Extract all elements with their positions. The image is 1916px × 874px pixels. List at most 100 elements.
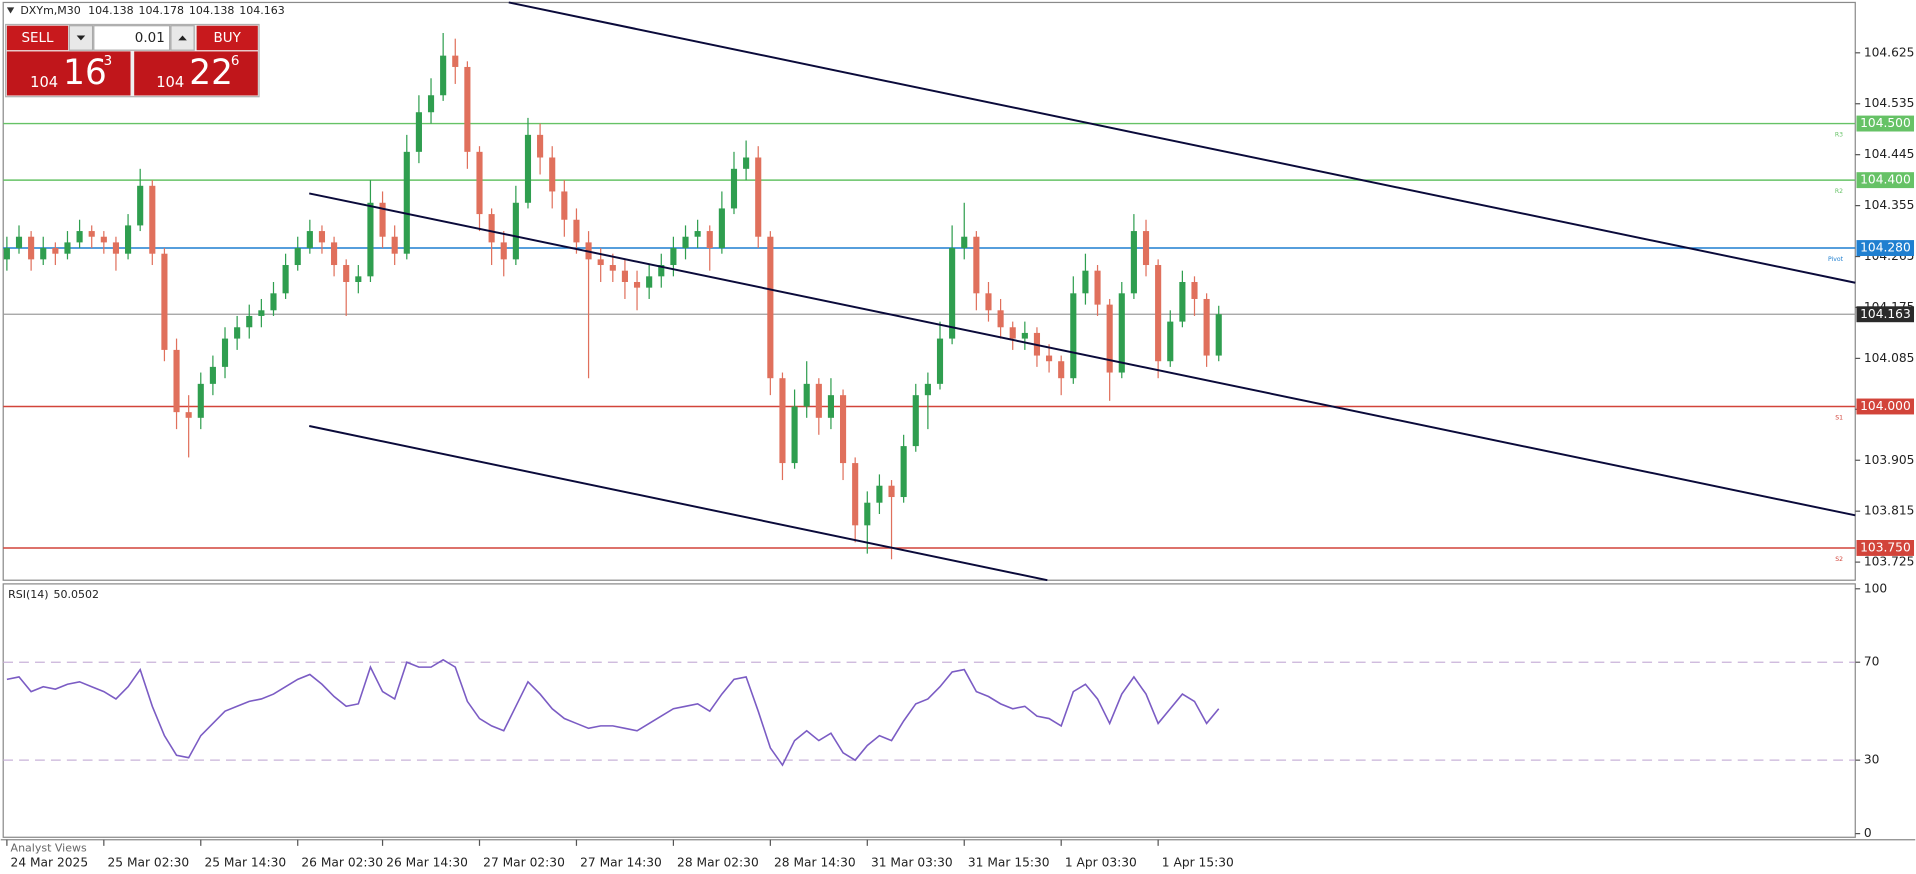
level-label: 104.280: [1860, 241, 1911, 255]
candle-body: [961, 236, 968, 249]
candle-body: [1070, 293, 1077, 379]
candle-body: [161, 253, 168, 350]
candle-body: [403, 151, 410, 254]
candle-body: [621, 270, 628, 282]
candle-body: [500, 242, 507, 260]
up-arrow: [178, 35, 187, 41]
rsi-value: 50.0502: [53, 588, 99, 601]
x-tick-label: 26 Mar 02:30: [301, 855, 383, 869]
candle-body: [609, 265, 616, 271]
candle-body: [318, 231, 326, 243]
candle-body: [658, 265, 665, 277]
channel-middle: [309, 192, 1856, 517]
candle-body: [1179, 281, 1186, 322]
candle-body: [1106, 304, 1113, 373]
candle-body: [791, 406, 798, 464]
candle-body: [173, 349, 180, 413]
candle-body: [15, 236, 23, 249]
candle-body: [464, 66, 471, 152]
candle-body: [682, 236, 689, 249]
candle-body: [1155, 265, 1162, 362]
sell-button[interactable]: [6, 25, 69, 51]
candle-body: [852, 463, 859, 526]
candle-body: [40, 248, 47, 260]
candle-body: [440, 55, 447, 96]
ask-pips: 22: [189, 53, 233, 93]
level-name: R2: [1835, 188, 1843, 195]
candle-body: [52, 248, 59, 254]
y-tick-label: 104.535: [1864, 96, 1915, 110]
candle-body: [3, 248, 10, 260]
candle-body: [343, 265, 350, 282]
candle-body: [1046, 355, 1053, 362]
rsi-title: RSI(14): [8, 588, 48, 601]
chart-header: DXYm,M30 104.138 104.178 104.138 104.163: [20, 4, 284, 17]
x-tick-label: 28 Mar 14:30: [774, 855, 856, 869]
candle-body: [549, 157, 556, 192]
x-tick-label: 24 Mar 2025: [11, 855, 89, 869]
x-tick-label: 27 Mar 14:30: [580, 855, 662, 869]
buy-label: BUY: [214, 31, 242, 46]
candle-body: [755, 157, 762, 237]
candle-body: [282, 265, 289, 294]
volume-input[interactable]: [93, 25, 171, 51]
rsi-tick-label: 0: [1864, 826, 1872, 840]
level-box: [1856, 540, 1915, 556]
bid-big: 104: [30, 74, 58, 91]
candle-body: [912, 395, 919, 447]
candle-body: [1009, 327, 1016, 339]
candle-body: [1021, 332, 1028, 339]
candle-body: [1094, 270, 1101, 305]
channel-top: [508, 1, 1856, 284]
candle-body: [767, 236, 774, 379]
candle-body: [415, 112, 422, 152]
candle-body: [888, 485, 895, 498]
candle-body: [197, 383, 204, 418]
level-label: 103.750: [1860, 540, 1911, 554]
x-tick-label: 27 Mar 02:30: [483, 855, 565, 869]
candle-body: [246, 315, 253, 328]
x-tick-label: 31 Mar 03:30: [871, 855, 953, 869]
y-tick-label: 104.085: [1864, 351, 1915, 365]
ask-box[interactable]: [134, 51, 258, 96]
x-tick-label: 1 Apr 03:30: [1065, 855, 1137, 869]
level-name: S2: [1835, 556, 1843, 563]
y-tick-label: 103.725: [1864, 555, 1915, 569]
x-tick-label: 28 Mar 02:30: [677, 855, 759, 869]
bid-box[interactable]: [6, 51, 131, 96]
candle-body: [1203, 298, 1210, 356]
level-label: 104.000: [1860, 399, 1911, 413]
header-open: 104.138: [88, 4, 133, 17]
candle-body: [258, 310, 265, 316]
level-name: Pivot: [1828, 256, 1844, 263]
candle-body: [1118, 293, 1125, 373]
candle-body: [125, 225, 132, 254]
candle-body: [1130, 231, 1137, 294]
candle-body: [1142, 231, 1150, 266]
candle-body: [88, 231, 95, 237]
candle-body: [355, 276, 362, 282]
symbol: DXYm,M30: [20, 4, 80, 17]
candle-body: [561, 191, 568, 220]
level-box: [1856, 115, 1915, 132]
header-close: 104.163: [239, 4, 285, 17]
candle-body: [839, 395, 847, 464]
analyst-views[interactable]: Analyst Views: [11, 841, 87, 854]
candle-body: [488, 214, 495, 243]
rsi-tick-label: 30: [1864, 753, 1880, 767]
candle-body: [646, 276, 653, 288]
down-arrow: [76, 35, 86, 41]
candle-body: [185, 412, 192, 418]
y-tick-label: 103.815: [1864, 504, 1915, 518]
candle-body: [512, 202, 519, 260]
rsi-tick-label: 70: [1864, 655, 1880, 669]
x-tick-label: 31 Mar 15:30: [968, 855, 1050, 869]
buy-button[interactable]: [196, 25, 258, 51]
candle-body: [427, 95, 435, 113]
ask-point: 6: [231, 54, 240, 69]
candle-body: [112, 242, 120, 254]
candle-body: [597, 259, 604, 266]
candle-body: [864, 502, 871, 526]
candle-body: [1082, 270, 1089, 294]
x-tick-label: 26 Mar 14:30: [386, 855, 468, 869]
